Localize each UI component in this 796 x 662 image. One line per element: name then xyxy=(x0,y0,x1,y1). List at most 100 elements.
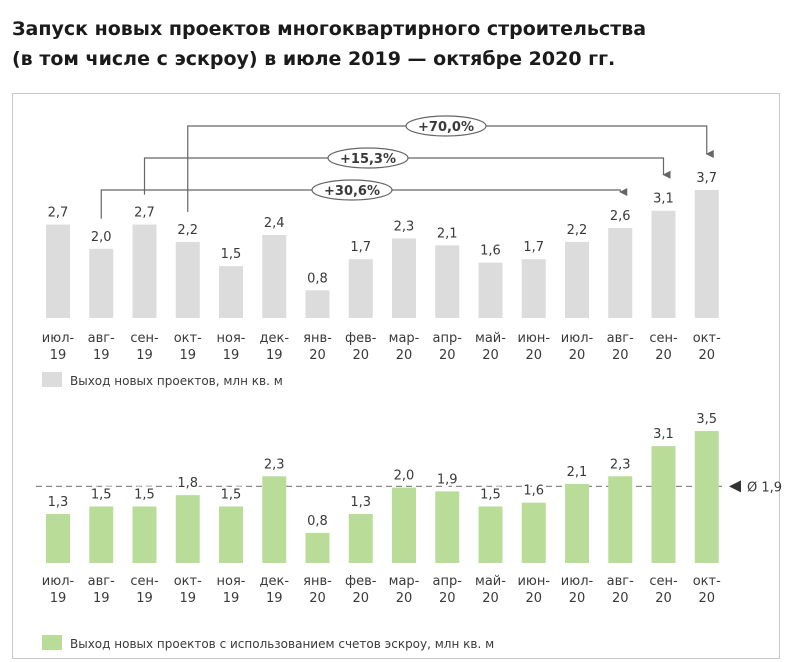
bottom-tick-year: 20 xyxy=(698,591,715,606)
top-tick-month: май- xyxy=(475,331,506,346)
bottom-bar xyxy=(435,491,460,563)
bottom-bar xyxy=(392,487,416,563)
bottom-tick-month: апр- xyxy=(433,574,463,589)
bottom-tick-year: 19 xyxy=(136,591,153,606)
bottom-tick-year: 19 xyxy=(223,591,240,606)
bottom-tick-month: июн- xyxy=(517,574,550,589)
top-tick-year: 20 xyxy=(655,348,672,363)
bottom-value-label: 2,1 xyxy=(567,465,588,480)
bottom-tick-month: май- xyxy=(475,574,506,589)
bottom-tick-month: дек- xyxy=(259,574,289,589)
top-bar xyxy=(262,234,287,318)
top-value-label: 2,0 xyxy=(91,230,112,245)
bottom-tick-month: янв- xyxy=(303,574,332,589)
top-tick-month: окт- xyxy=(174,331,202,346)
top-value-label: 1,7 xyxy=(523,240,544,255)
bottom-value-label: 1,6 xyxy=(523,484,544,499)
top-bar xyxy=(651,210,676,318)
bottom-bar xyxy=(175,495,200,563)
top-tick-year: 19 xyxy=(179,348,196,363)
top-bar xyxy=(89,248,114,318)
top-tick-year: 20 xyxy=(612,348,629,363)
bottom-tick-month: июл- xyxy=(561,574,594,589)
bottom-tick-month: авг- xyxy=(88,574,115,589)
top-tick-year: 20 xyxy=(309,348,326,363)
top-tick-month: мар- xyxy=(389,331,420,346)
bottom-tick-year: 19 xyxy=(179,591,196,606)
bottom-bar xyxy=(305,532,330,563)
top-tick-year: 19 xyxy=(136,348,153,363)
top-tick-year: 20 xyxy=(525,348,542,363)
top-tick-month: июл- xyxy=(561,331,594,346)
bottom-value-label: 1,5 xyxy=(91,487,112,502)
top-bar xyxy=(435,245,460,318)
top-bar xyxy=(132,224,157,318)
top-value-label: 0,8 xyxy=(307,271,328,286)
top-bar xyxy=(608,228,633,318)
bottom-value-label: 1,3 xyxy=(48,495,69,510)
bottom-value-label: 3,1 xyxy=(653,427,674,442)
top-tick-year: 20 xyxy=(698,348,715,363)
bottom-tick-year: 19 xyxy=(50,591,67,606)
growth-bracket xyxy=(143,157,671,195)
title-line-2: (в том числе с эскроу) в июле 2019 — окт… xyxy=(12,48,616,70)
bottom-value-label: 0,8 xyxy=(307,514,328,529)
bottom-value-label: 2,3 xyxy=(610,457,631,472)
top-value-label: 1,5 xyxy=(221,247,242,262)
bottom-value-label: 1,5 xyxy=(221,487,242,502)
bottom-bar xyxy=(89,506,114,563)
growth-bracket xyxy=(187,125,714,212)
bottom-tick-month: мар- xyxy=(389,574,420,589)
top-tick-year: 20 xyxy=(569,348,586,363)
top-bar xyxy=(46,224,70,318)
growth-badge xyxy=(311,179,393,201)
top-tick-month: сен- xyxy=(130,331,159,346)
top-tick-month: дек- xyxy=(259,331,289,346)
bottom-value-label: 1,5 xyxy=(134,487,155,502)
bottom-value-label: 3,5 xyxy=(696,412,717,427)
top-value-label: 3,7 xyxy=(696,171,717,186)
bottom-tick-month: фев- xyxy=(345,574,377,589)
bottom-tick-month: июл- xyxy=(42,574,75,589)
bottom-bar xyxy=(694,431,719,563)
top-tick-month: авг- xyxy=(607,331,634,346)
bottom-tick-month: окт- xyxy=(174,574,202,589)
bottom-tick-month: авг- xyxy=(607,574,634,589)
top-tick-year: 19 xyxy=(93,348,110,363)
top-value-label: 2,6 xyxy=(610,209,631,224)
bottom-bar xyxy=(651,446,676,563)
growth-label: +70,0% xyxy=(418,120,474,135)
bottom-tick-year: 19 xyxy=(93,591,110,606)
top-value-label: 2,3 xyxy=(394,219,415,234)
top-value-label: 1,7 xyxy=(350,240,371,255)
title-line-1: Запуск новых проектов многоквартирного с… xyxy=(12,18,647,40)
top-tick-month: фев- xyxy=(345,331,377,346)
bottom-tick-year: 19 xyxy=(266,591,283,606)
bottom-tick-year: 20 xyxy=(352,591,369,606)
bottom-bar xyxy=(219,506,243,563)
growth-label: +15,3% xyxy=(340,152,396,167)
bottom-value-label: 1,9 xyxy=(437,472,458,487)
growth-badge xyxy=(327,147,409,169)
top-value-label: 2,7 xyxy=(48,206,69,221)
chart-panel xyxy=(12,93,780,659)
growth-label: +30,6% xyxy=(324,184,380,199)
top-bar xyxy=(348,259,373,318)
bottom-tick-month: окт- xyxy=(693,574,721,589)
bottom-tick-year: 20 xyxy=(612,591,629,606)
bottom-bar xyxy=(46,513,70,563)
legend-swatch-green xyxy=(42,635,62,650)
top-tick-month: янв- xyxy=(303,331,332,346)
bottom-tick-month: сен- xyxy=(130,574,159,589)
top-bar xyxy=(219,266,243,318)
top-bar xyxy=(565,241,589,318)
chart-title: Запуск новых проектов многоквартирного с… xyxy=(12,14,782,74)
top-bar xyxy=(478,262,503,318)
bottom-tick-year: 20 xyxy=(569,591,586,606)
bottom-bar xyxy=(262,476,287,563)
bottom-value-label: 1,8 xyxy=(177,476,198,491)
top-value-label: 3,1 xyxy=(653,192,674,207)
bottom-tick-year: 20 xyxy=(396,591,413,606)
average-marker-icon xyxy=(729,480,741,493)
